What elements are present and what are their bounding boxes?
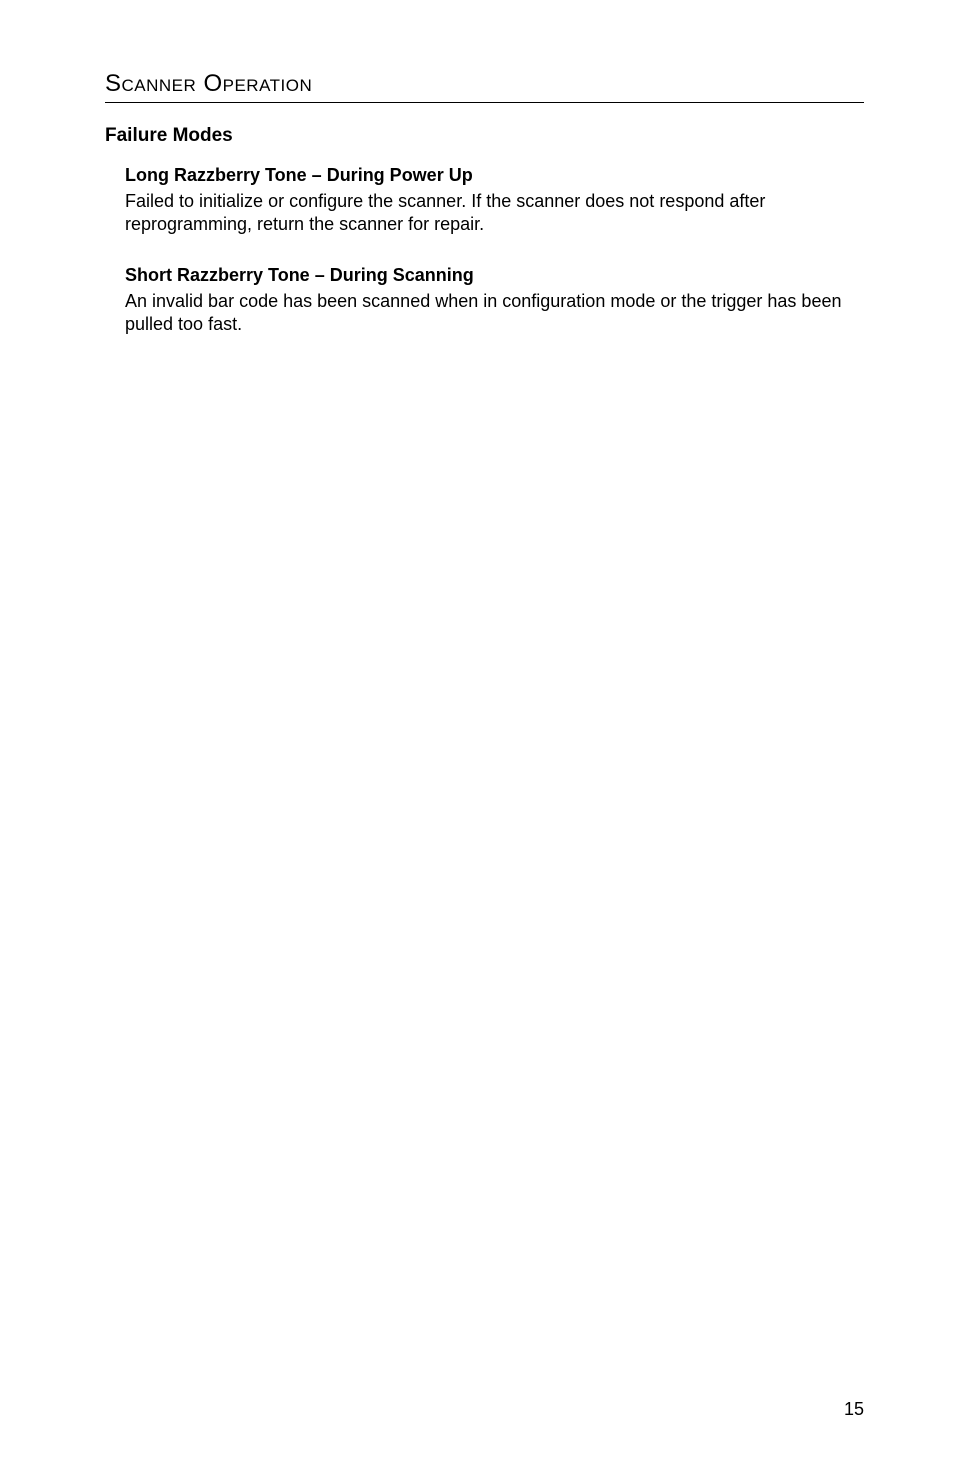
page-number: 15 xyxy=(844,1399,864,1420)
topic-body: An invalid bar code has been scanned whe… xyxy=(125,290,864,337)
topic-title: Long Razzberry Tone – During Power Up xyxy=(125,165,864,186)
topic-body: Failed to initialize or configure the sc… xyxy=(125,190,864,237)
topic-title: Short Razzberry Tone – During Scanning xyxy=(125,265,864,286)
section-title: Scanner Operation xyxy=(105,70,864,103)
content-block: Long Razzberry Tone – During Power Up Fa… xyxy=(105,165,864,337)
subsection-heading: Failure Modes xyxy=(105,125,864,147)
page: Scanner Operation Failure Modes Long Raz… xyxy=(0,0,954,1475)
